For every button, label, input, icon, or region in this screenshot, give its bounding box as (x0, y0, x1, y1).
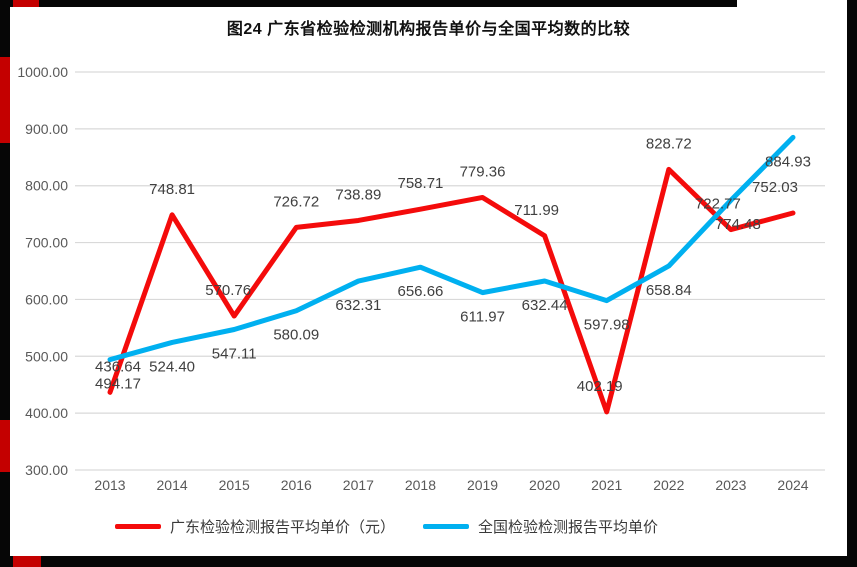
legend-label-guangdong: 广东检验检测报告平均单价（元） (169, 519, 395, 536)
data-label: 570.76 (205, 282, 251, 299)
x-axis-tick-label: 2022 (653, 477, 684, 493)
data-label: 632.44 (522, 297, 568, 314)
x-axis-tick-label: 2016 (281, 477, 312, 493)
crop-mark (13, 556, 41, 567)
x-axis-tick-label: 2023 (715, 477, 746, 493)
data-label: 580.09 (273, 327, 319, 344)
data-label: 774.48 (715, 216, 761, 233)
y-axis-tick-label: 300.00 (25, 462, 68, 478)
data-label: 402.19 (577, 378, 623, 395)
page-border-bottom (0, 556, 857, 567)
chart-title: 图24 广东省检验检测机构报告单价与全国平均数的比较 (226, 21, 631, 38)
y-axis-tick-label: 700.00 (25, 235, 68, 251)
y-axis-tick-label: 1000.00 (17, 64, 68, 80)
data-label: 656.66 (398, 283, 444, 300)
legend-label-national: 全国检验检测报告平均单价 (478, 519, 659, 536)
x-axis-tick-label: 2014 (157, 477, 188, 493)
data-label: 597.98 (584, 317, 630, 334)
x-axis-tick-label: 2018 (405, 477, 436, 493)
data-label: 758.71 (398, 175, 444, 192)
data-label: 611.97 (460, 309, 505, 326)
data-label: 779.36 (460, 163, 506, 180)
x-axis-tick-label: 2021 (591, 477, 622, 493)
crop-mark (13, 0, 39, 7)
data-label: 547.11 (212, 346, 257, 363)
y-axis-tick-label: 400.00 (25, 405, 68, 421)
page-border-top (0, 0, 737, 7)
y-axis-tick-label: 500.00 (25, 348, 68, 364)
legend-item-guangdong: 广东检验检测报告平均单价（元） (114, 516, 395, 537)
legend-swatch-national-icon (423, 524, 469, 529)
crop-mark (0, 57, 10, 143)
legend: 广东检验检测报告平均单价（元） 全国检验检测报告平均单价 (0, 516, 815, 537)
x-axis-tick-label: 2013 (94, 477, 125, 493)
data-label: 722.77 (695, 196, 741, 213)
x-axis-tick-label: 2024 (777, 477, 808, 493)
page-border-right (847, 0, 857, 567)
y-axis-tick-label: 600.00 (25, 291, 68, 307)
data-label: 752.03 (752, 179, 798, 196)
legend-swatch-guangdong-icon (114, 524, 161, 529)
y-axis-tick-label: 800.00 (25, 178, 68, 194)
data-label: 828.72 (646, 135, 692, 152)
page-border-left (0, 0, 10, 567)
data-label: 524.40 (149, 358, 195, 375)
series-line-national (107, 134, 796, 363)
data-label: 748.81 (149, 181, 195, 198)
data-label: 711.99 (514, 202, 559, 219)
y-axis-tick-label: 900.00 (25, 121, 68, 137)
x-axis-tick-label: 2017 (343, 477, 374, 493)
crop-mark (0, 420, 10, 472)
data-label: 738.89 (335, 186, 381, 203)
x-axis-tick-label: 2019 (467, 477, 498, 493)
series-line-guangdong (107, 166, 796, 415)
data-label: 884.93 (765, 153, 811, 170)
x-axis-tick-label: 2020 (529, 477, 560, 493)
data-label: 726.72 (273, 193, 319, 210)
data-label: 494.17 (95, 376, 141, 393)
data-label: 436.64 (95, 358, 141, 375)
legend-item-national: 全国检验检测报告平均单价 (423, 516, 658, 537)
data-label: 632.31 (335, 297, 381, 314)
x-axis-tick-label: 2015 (219, 477, 250, 493)
data-label: 658.84 (646, 282, 692, 299)
